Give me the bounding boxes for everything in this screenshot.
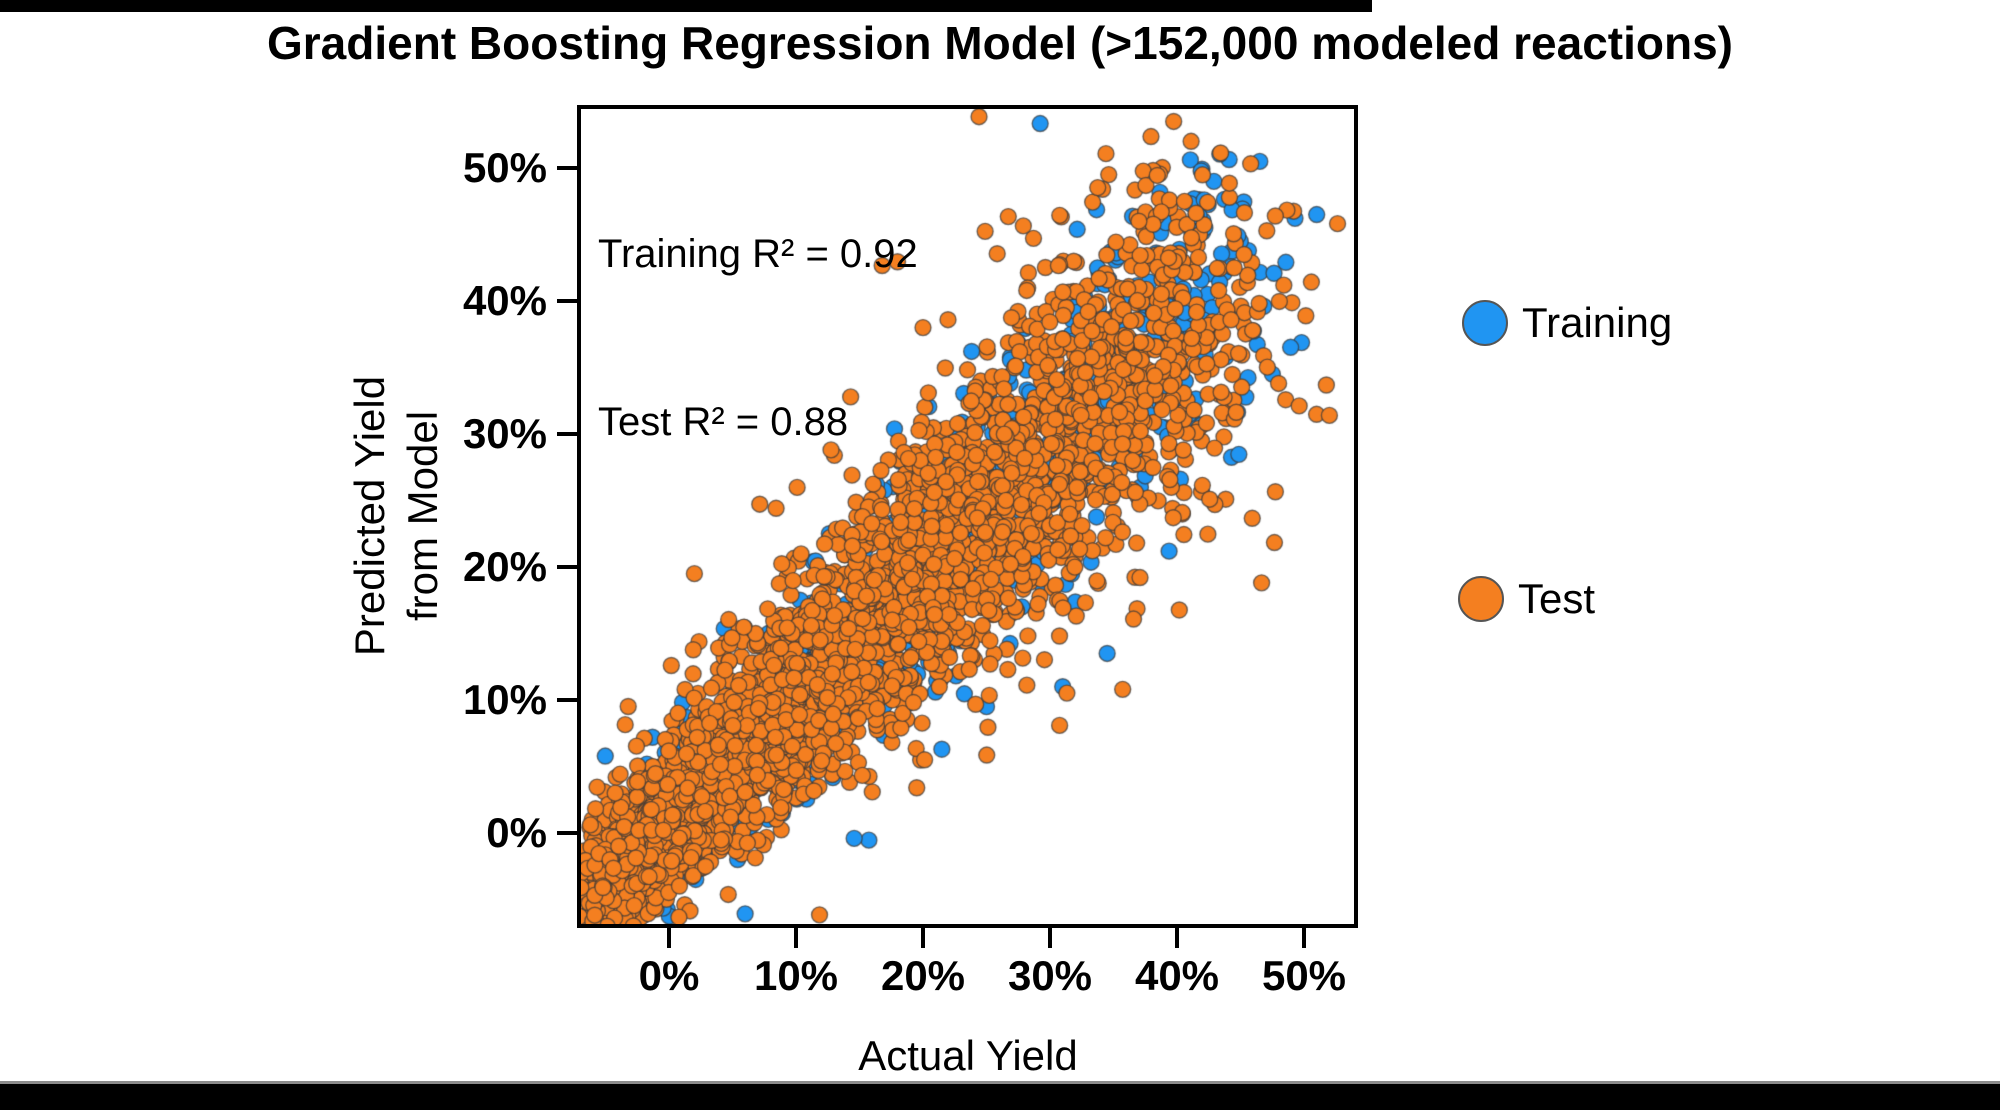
bottom-black-bar bbox=[0, 1084, 2000, 1110]
chart-title: Gradient Boosting Regression Model (>152… bbox=[267, 17, 1733, 69]
y-tick-label-10: 10% bbox=[462, 676, 547, 723]
bottom-bar-gray-edge bbox=[0, 1081, 2000, 1084]
y-tick-label-30: 30% bbox=[462, 410, 547, 457]
plot-area bbox=[577, 105, 1358, 928]
annotation-training-r2: Training R² = 0.92 bbox=[598, 232, 918, 276]
x-tick-label-40: 40% bbox=[1134, 952, 1220, 999]
y-tick-label-40: 40% bbox=[462, 277, 547, 324]
legend-item-training: Training bbox=[1462, 299, 1672, 347]
x-tick-50 bbox=[1302, 928, 1306, 948]
x-tick-label-50: 50% bbox=[1261, 952, 1347, 999]
x-tick-30 bbox=[1048, 928, 1052, 948]
legend-item-test: Test bbox=[1458, 575, 1595, 623]
y-tick-label-20: 20% bbox=[462, 543, 547, 590]
legend-label-test: Test bbox=[1518, 575, 1596, 622]
x-tick-10 bbox=[794, 928, 798, 948]
training-marker-icon bbox=[1462, 300, 1508, 346]
y-tick-50 bbox=[557, 166, 577, 170]
x-axis-title: Actual Yield bbox=[858, 1032, 1078, 1079]
scatter-canvas bbox=[581, 109, 1354, 924]
annotation-test-r2: Test R² = 0.88 bbox=[598, 400, 849, 444]
x-tick-40 bbox=[1175, 928, 1179, 948]
y-tick-20 bbox=[557, 565, 577, 569]
y-tick-30 bbox=[557, 432, 577, 436]
y-tick-40 bbox=[557, 299, 577, 303]
x-tick-20 bbox=[921, 928, 925, 948]
top-black-bar bbox=[0, 0, 1372, 12]
y-tick-label-50: 50% bbox=[462, 144, 547, 191]
x-tick-0 bbox=[667, 928, 671, 948]
y-axis-title-line1: Predicted Yield bbox=[346, 375, 393, 657]
x-tick-label-10: 10% bbox=[753, 952, 839, 999]
test-marker-icon bbox=[1458, 576, 1504, 622]
x-tick-label-30: 30% bbox=[1007, 952, 1093, 999]
legend-label-training: Training bbox=[1522, 299, 1673, 346]
y-tick-10 bbox=[557, 698, 577, 702]
y-tick-0 bbox=[557, 831, 577, 835]
r-squared-annotation: Training R² = 0.92 Test R² = 0.88 bbox=[598, 114, 918, 506]
x-tick-label-20: 20% bbox=[880, 952, 966, 999]
x-tick-label-0: 0% bbox=[638, 952, 700, 999]
y-tick-label-0: 0% bbox=[486, 809, 547, 856]
